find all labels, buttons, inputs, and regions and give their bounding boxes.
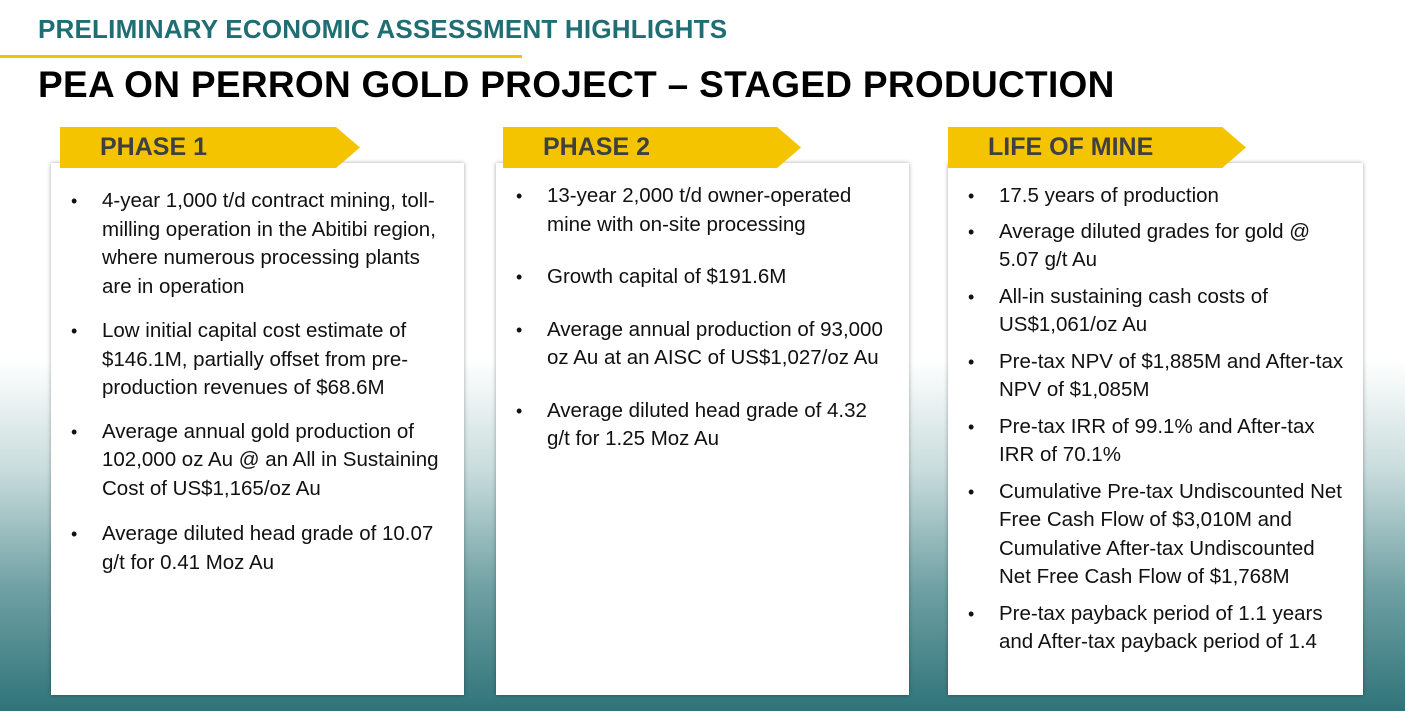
phase2-bullet-1: 13-year 2,000 t/d owner-operated mine wi…	[516, 182, 891, 239]
phase2-panel: 13-year 2,000 t/d owner-operated mine wi…	[496, 163, 909, 695]
phase2-bullet-list: 13-year 2,000 t/d owner-operated mine wi…	[516, 182, 891, 454]
phase1-panel: 4-year 1,000 t/d contract mining, toll-m…	[51, 163, 464, 695]
lom-bullet-6: Cumulative Pre-tax Undiscounted Net Free…	[968, 478, 1351, 592]
phase1-bullet-4: Average diluted head grade of 10.07 g/t …	[71, 520, 446, 577]
life-of-mine-tag: LIFE OF MINE	[948, 127, 1246, 168]
phase1-tag: PHASE 1	[60, 127, 360, 168]
phase2-label: PHASE 2	[543, 133, 650, 161]
phase2-bullet-2: Growth capital of $191.6M	[516, 263, 891, 292]
header-divider	[0, 55, 522, 58]
lom-bullet-4: Pre-tax NPV of $1,885M and After-tax NPV…	[968, 348, 1351, 405]
phase2-bullet-3: Average annual production of 93,000 oz A…	[516, 316, 891, 373]
section-title: PRELIMINARY ECONOMIC ASSESSMENT HIGHLIGH…	[38, 14, 728, 44]
phase2-tag: PHASE 2	[503, 127, 801, 168]
life-of-mine-panel: 17.5 years of production Average diluted…	[948, 163, 1363, 695]
phase1-bullet-1: 4-year 1,000 t/d contract mining, toll-m…	[71, 187, 446, 301]
phase1-bullet-3: Average annual gold production of 102,00…	[71, 418, 446, 504]
lom-bullet-3: All-in sustaining cash costs of US$1,061…	[968, 283, 1351, 340]
phase2-bullet-4: Average diluted head grade of 4.32 g/t f…	[516, 397, 891, 454]
phase1-bullet-list: 4-year 1,000 t/d contract mining, toll-m…	[71, 187, 446, 577]
lom-bullet-1: 17.5 years of production	[968, 182, 1351, 211]
lom-bullet-7: Pre-tax payback period of 1.1 years and …	[968, 600, 1351, 657]
lom-bullet-2: Average diluted grades for gold @ 5.07 g…	[968, 218, 1351, 275]
phase1-label: PHASE 1	[100, 133, 207, 161]
life-of-mine-label: LIFE OF MINE	[988, 133, 1154, 161]
page-title: PEA ON PERRON GOLD PROJECT – STAGED PROD…	[38, 64, 1115, 105]
phase1-bullet-2: Low initial capital cost estimate of $14…	[71, 317, 446, 403]
lom-bullet-5: Pre-tax IRR of 99.1% and After-tax IRR o…	[968, 413, 1351, 470]
life-of-mine-bullet-list: 17.5 years of production Average diluted…	[968, 182, 1351, 657]
